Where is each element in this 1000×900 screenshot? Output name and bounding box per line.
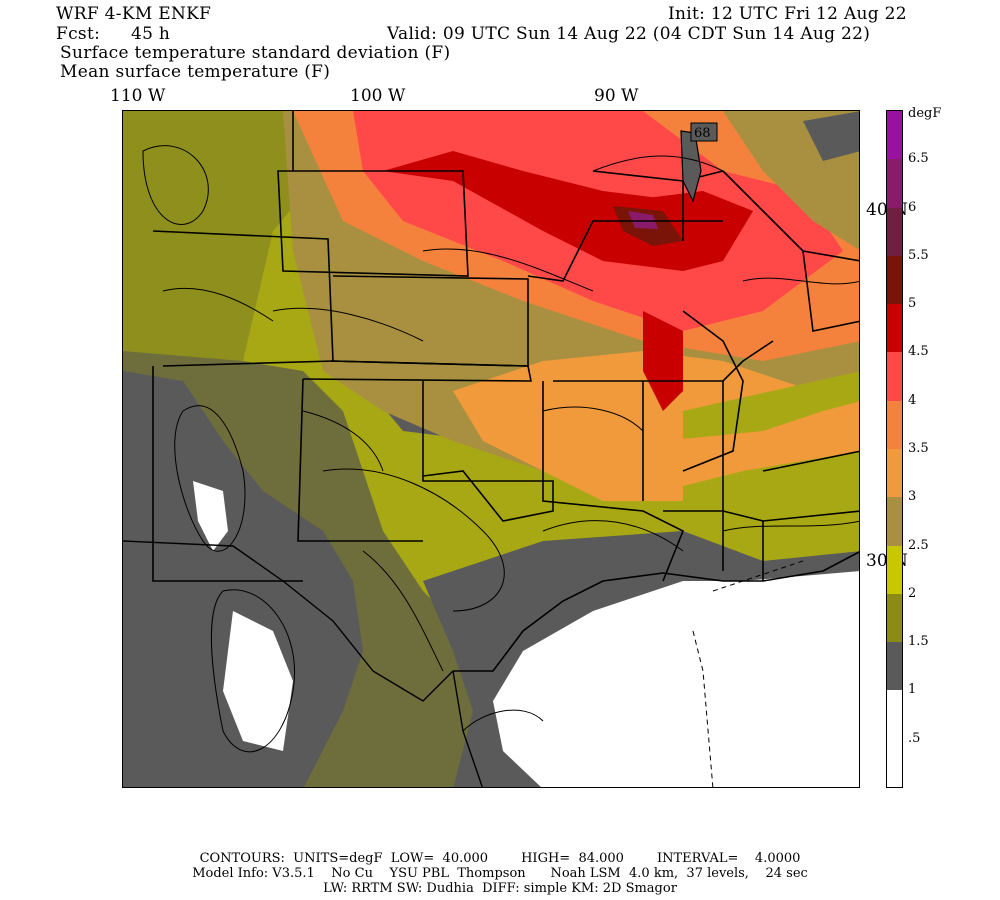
colorbar-segment (887, 111, 902, 160)
purple-peak (628, 211, 658, 229)
colorbar-tick-label: 2.5 (908, 537, 929, 553)
colorbar-segment (887, 545, 902, 594)
mexico-border (123, 540, 454, 702)
colorbar-segment (887, 497, 902, 546)
colorbar-tick-label: 1 (908, 682, 917, 698)
valid-time: Valid: 09 UTC Sun 14 Aug 22 (04 CDT Sun … (387, 24, 871, 44)
white-patch-1 (193, 481, 228, 551)
west-olive-region (123, 111, 323, 371)
southeast-orange-band (663, 401, 859, 491)
dark-red-region-3 (643, 311, 683, 411)
colorbar-tick-label: 5 (908, 296, 917, 312)
init-time: Init: 12 UTC Fri 12 Aug 22 (668, 4, 907, 24)
colorbar-segment (887, 738, 902, 787)
model-title: WRF 4-KM ENKF (56, 4, 212, 24)
colorbar-segment (887, 400, 902, 449)
colorbar-tick-label: 4 (908, 392, 917, 408)
gray-region-southwest (123, 371, 363, 787)
contour-label-box (690, 122, 718, 142)
northeast-gray-patch (803, 111, 859, 161)
field-title-shaded: Surface temperature standard deviation (… (60, 43, 451, 63)
colorbar-tick-label: 6 (908, 199, 917, 215)
colorbar-tick-label: 2 (908, 585, 917, 601)
dark-red-region-1 (383, 151, 723, 271)
forecast-label: Fcst: (56, 24, 101, 44)
temperature-map: 68 (123, 111, 859, 787)
white-patch-2 (223, 611, 293, 751)
field-title-contours: Mean surface temperature (F) (60, 62, 331, 82)
colorbar-segment (887, 449, 902, 498)
map-panel: 68 (122, 110, 860, 788)
colorbar-tick-label: .5 (908, 730, 921, 746)
colorbar-tick-label: 6.5 (908, 151, 929, 167)
colorbar-segment (887, 304, 902, 353)
longitude-label-90w: 90 W (594, 86, 639, 106)
colorbar-segment (887, 159, 902, 208)
colorbar-segment (887, 207, 902, 256)
colorbar-segment (887, 690, 902, 739)
colorbar-tick-label: 5.5 (908, 247, 929, 263)
longitude-label-100w: 100 W (350, 86, 406, 106)
gulf-dashed-line (692, 630, 714, 787)
colorbar-unit: degF (908, 106, 942, 121)
colorbar-segment (887, 352, 902, 401)
colorbar-tick-label: 1.5 (908, 634, 929, 650)
contour-label-68: 68 (694, 126, 711, 141)
gulf-coastline (453, 551, 859, 672)
footer-model-info: Model Info: V3.5.1 No Cu YSU PBL Thompso… (192, 866, 808, 881)
colorbar-tick-label: 3 (908, 489, 917, 505)
gulf-dashed-line-2 (712, 560, 804, 592)
colorbar-segment (887, 593, 902, 643)
colorbar-tick-label: 4.5 (908, 344, 929, 360)
colorbar (886, 110, 903, 788)
longitude-label-110w: 110 W (110, 86, 166, 106)
footer-physics-info: LW: RRTM SW: Dudhia DIFF: simple KM: 2D … (323, 881, 677, 896)
colorbar-tick-label: 3.5 (908, 441, 929, 456)
footer-contours-info: CONTOURS: UNITS=degF LOW= 40.000 HIGH= 8… (199, 851, 801, 866)
colorbar-segment (887, 255, 902, 305)
temperature-contours (142, 145, 859, 753)
forecast-hour: 45 h (131, 24, 171, 44)
state-boundaries (152, 111, 859, 582)
gulf-of-mexico (493, 571, 859, 787)
colorbar-segment (887, 642, 902, 691)
